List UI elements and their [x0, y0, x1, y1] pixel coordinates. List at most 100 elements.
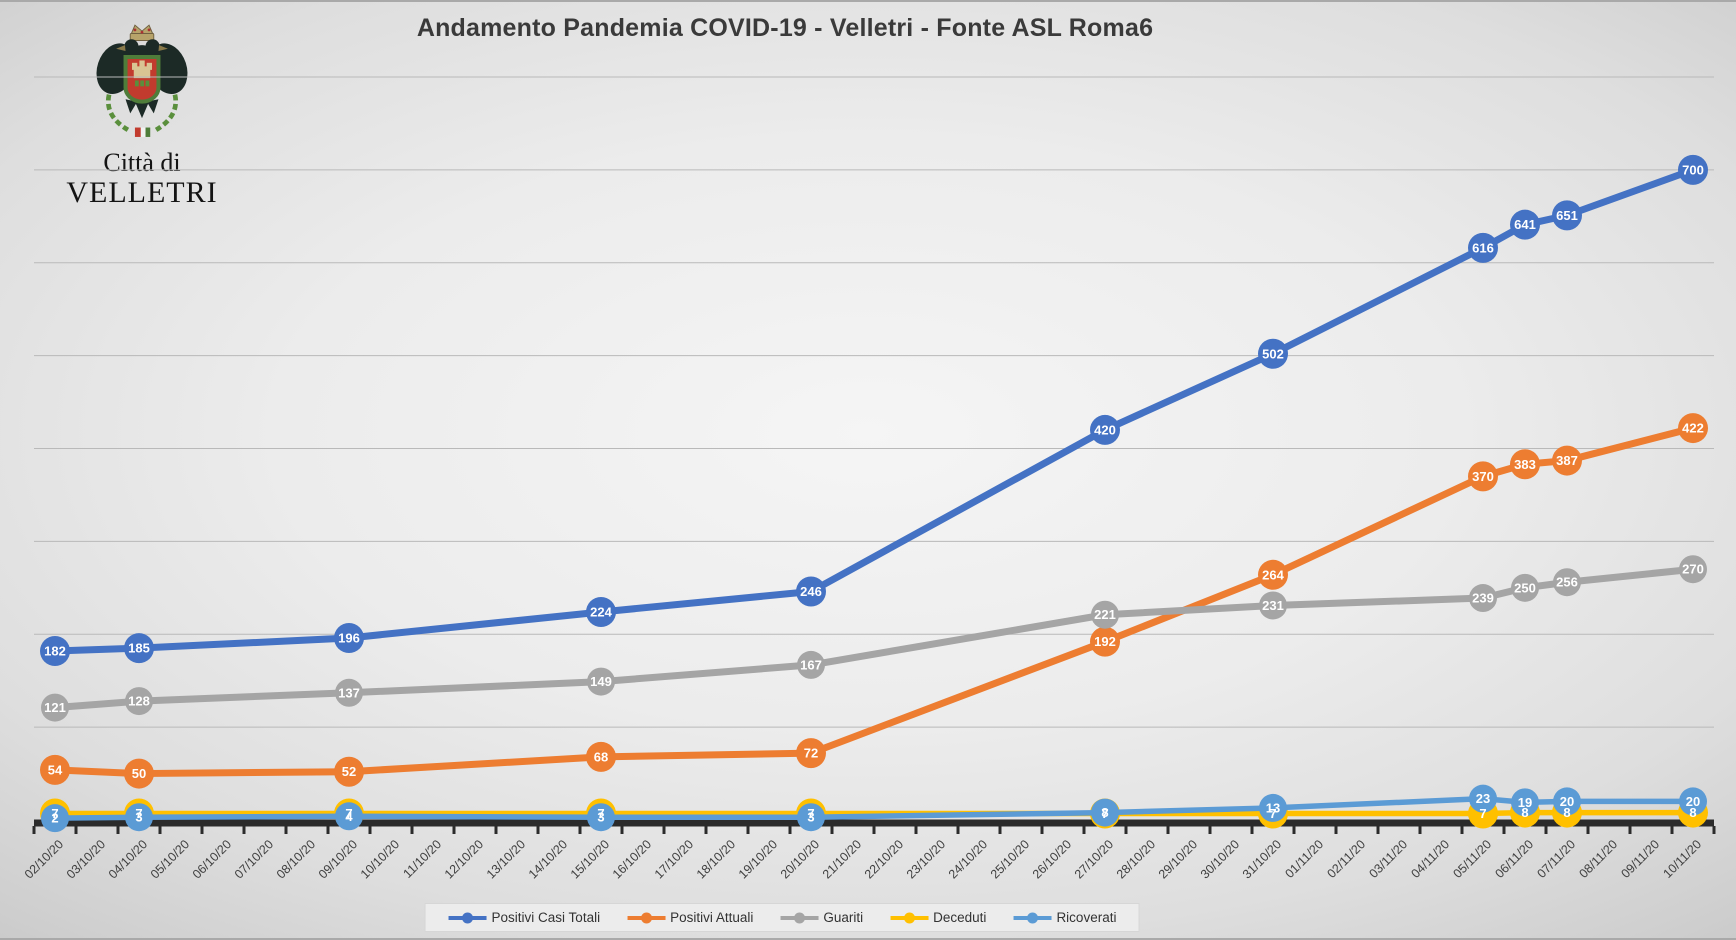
x-axis-label: 16/10/20	[610, 837, 654, 881]
data-point-label: 246	[800, 584, 822, 599]
data-point-marker-ricoverati-10/11/20	[1679, 787, 1707, 816]
data-point-marker-positivi-attuali-27/10/20	[1090, 626, 1120, 657]
data-point-label: 50	[132, 766, 146, 781]
legend-label: Ricoverati	[1056, 910, 1117, 925]
x-axis-label: 31/10/20	[1240, 837, 1284, 881]
x-axis-label: 12/10/20	[442, 837, 486, 881]
x-axis-label: 17/10/20	[652, 837, 696, 881]
x-axis-label: 20/10/20	[778, 837, 822, 881]
legend-item-positivi-attuali: Positivi Attuali	[626, 910, 753, 925]
data-point-marker-guariti-02/10/20	[41, 693, 69, 722]
x-axis-label: 26/10/20	[1030, 837, 1074, 881]
data-point-label: 137	[338, 685, 360, 700]
laurel-wreath-icon	[105, 94, 179, 132]
data-point-label: 250	[1514, 580, 1536, 595]
x-axis-label: 29/10/20	[1156, 837, 1200, 881]
data-point-label: 231	[1262, 598, 1284, 613]
legend-item-positivi-casi-totali: Positivi Casi Totali	[448, 910, 601, 925]
chart-title: Andamento Pandemia COVID-19 - Velletri -…	[416, 14, 1154, 42]
data-labels-guariti: 121 128 137 149 167 221 231 239 250 256 270	[44, 562, 1704, 715]
x-axis-label: 30/10/20	[1198, 837, 1242, 881]
data-point-label: 8	[1689, 805, 1696, 820]
data-point-marker-ricoverati-31/10/20	[1259, 793, 1287, 822]
x-axis-label: 01/11/20	[1282, 837, 1326, 881]
x-axis-label: 02/10/20	[22, 837, 66, 881]
data-point-marker-positivi-attuali-10/11/20	[1678, 413, 1708, 444]
data-point-marker-positivi-casi-totali-15/10/20	[586, 596, 616, 627]
legend-item-guariti: Guariti	[779, 910, 863, 925]
velletri-coat-of-arms-icon	[96, 24, 188, 137]
logo-city-name: VELLETRI	[66, 176, 218, 209]
data-labels-positivi-attuali: 54 50 52 68 72 192 264 370 383 387 422	[48, 421, 1704, 781]
x-axis-label: 23/10/20	[904, 837, 948, 881]
data-point-label: 8	[1101, 805, 1108, 820]
data-point-label: 7	[1269, 806, 1276, 821]
data-point-marker-ricoverati-06/11/20	[1511, 788, 1539, 817]
data-point-marker-positivi-casi-totali-10/11/20	[1678, 154, 1708, 185]
x-axis-label: 18/10/20	[694, 837, 738, 881]
chart-legend: Positivi Casi Totali Positivi Attuali Guar…	[424, 903, 1140, 932]
x-axis-label: 05/10/20	[148, 837, 192, 881]
data-point-marker-ricoverati-27/10/20	[1091, 798, 1119, 827]
data-point-marker-ricoverati-02/10/20	[41, 804, 69, 833]
data-point-marker-positivi-casi-totali-05/11/20	[1468, 232, 1498, 263]
data-point-marker-positivi-casi-totali-31/10/20	[1258, 338, 1288, 369]
x-axis-label: 07/10/20	[232, 837, 276, 881]
data-point-label: 2	[51, 811, 58, 826]
x-axis-label: 08/10/20	[274, 837, 318, 881]
data-point-marker-positivi-casi-totali-27/10/20	[1090, 414, 1120, 445]
data-point-label: 8	[1563, 805, 1570, 820]
data-point-label: 121	[44, 700, 66, 715]
data-point-marker-guariti-27/10/20	[1091, 600, 1119, 629]
data-point-label: 20	[1560, 794, 1574, 809]
x-axis-labels: 02/10/2003/10/2004/10/2005/10/2006/10/20…	[22, 837, 1704, 881]
data-point-label: 224	[590, 604, 612, 619]
data-point-marker-positivi-attuali-20/10/20	[796, 738, 826, 769]
data-point-marker-positivi-casi-totali-06/11/20	[1510, 209, 1540, 240]
series-line-positivi-casi-totali	[51, 166, 1697, 655]
legend-label: Deceduti	[933, 910, 987, 925]
data-point-marker-positivi-attuali-09/10/20	[334, 756, 364, 787]
legend-item-ricoverati: Ricoverati	[1012, 910, 1116, 925]
x-axis-label: 13/10/20	[484, 837, 528, 881]
data-point-marker-guariti-20/10/20	[797, 650, 825, 679]
data-point-marker-ricoverati-04/10/20	[125, 803, 153, 832]
x-axis-label: 27/10/20	[1072, 837, 1116, 881]
data-point-marker-ricoverati-07/11/20	[1553, 787, 1581, 816]
data-point-label: 72	[804, 746, 818, 761]
data-point-marker-positivi-attuali-07/11/20	[1552, 445, 1582, 476]
x-axis-label: 05/11/20	[1450, 837, 1494, 881]
data-point-label: 7	[597, 806, 604, 821]
data-point-label: 149	[590, 674, 612, 689]
x-axis-label: 08/11/20	[1576, 837, 1620, 881]
data-point-marker-ricoverati-20/10/20	[797, 803, 825, 832]
legend-label: Positivi Casi Totali	[491, 910, 601, 925]
legend-marker-deceduti	[890, 912, 929, 923]
data-point-label: 387	[1556, 453, 1578, 468]
x-axis-label: 15/10/20	[568, 837, 612, 881]
x-axis-label: 04/10/20	[106, 837, 150, 881]
data-point-label: 256	[1556, 575, 1578, 590]
data-point-label: 192	[1094, 634, 1116, 649]
data-point-label: 128	[128, 694, 150, 709]
legend-label: Positivi Attuali	[670, 910, 754, 925]
data-point-marker-guariti-07/11/20	[1553, 568, 1581, 597]
x-axis-label: 03/11/20	[1366, 837, 1410, 881]
legend-marker-guariti	[780, 912, 819, 923]
data-point-label: 52	[342, 764, 356, 779]
data-point-label: 422	[1682, 421, 1704, 436]
x-axis-label: 21/10/20	[820, 837, 864, 881]
data-point-label: 196	[338, 630, 360, 645]
data-point-label: 370	[1472, 469, 1494, 484]
data-point-marker-positivi-attuali-06/11/20	[1510, 449, 1540, 480]
data-point-marker-guariti-04/10/20	[125, 687, 153, 716]
ribbon-icon	[134, 127, 151, 137]
data-point-label: 239	[1472, 591, 1494, 606]
x-axis-label: 24/10/20	[946, 837, 990, 881]
data-point-label: 7	[1479, 806, 1486, 821]
data-point-label: 420	[1094, 422, 1116, 437]
x-axis-label: 11/10/20	[400, 837, 444, 881]
data-point-label: 651	[1556, 208, 1578, 223]
